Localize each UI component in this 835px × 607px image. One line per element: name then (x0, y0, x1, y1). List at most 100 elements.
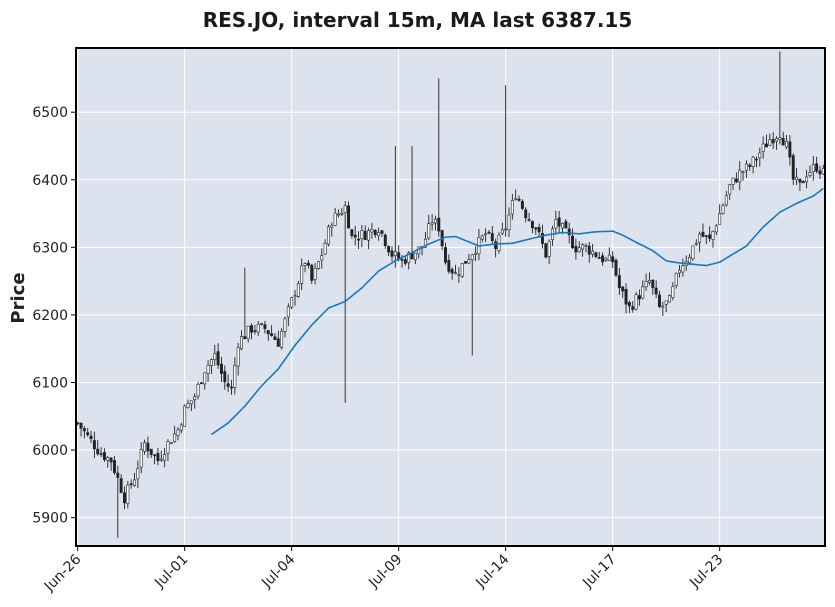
candle-body (82, 428, 86, 432)
candle-body (320, 255, 324, 261)
candle-body (654, 287, 658, 295)
candle-body (403, 259, 407, 264)
y-tick-label: 5900 (32, 511, 68, 527)
candle-body (243, 336, 247, 340)
candle-body (544, 243, 548, 258)
candle-body (183, 405, 187, 427)
candle-body (711, 231, 715, 240)
candle-body (370, 228, 374, 233)
candle-body (681, 265, 685, 273)
candle-body (571, 235, 575, 249)
candle-body (343, 205, 347, 213)
candle-body (738, 169, 742, 183)
candle-body (133, 479, 136, 486)
candle-body (808, 172, 812, 176)
candle-body (300, 265, 304, 284)
candle-body (99, 453, 103, 455)
candle-body (179, 424, 183, 431)
candle-body (490, 233, 494, 242)
candle-body (487, 231, 491, 234)
candle-body (507, 214, 511, 231)
candle-body (260, 323, 264, 325)
candle-body (219, 363, 223, 374)
plot-frame (75, 47, 826, 547)
y-tick-label: 6400 (32, 173, 68, 189)
candle-body (674, 273, 678, 286)
y-tick-label: 6300 (32, 240, 68, 256)
candle-body (631, 306, 635, 310)
candle-body (621, 286, 625, 292)
candle-body (280, 331, 284, 348)
y-axis-ticks: 5900 6000 6100 6200 6300 6400 6500 (32, 105, 76, 527)
candle-body (367, 230, 371, 241)
candle-body (126, 484, 130, 504)
candle-body (688, 257, 692, 264)
candle-body (581, 244, 585, 250)
candle-body (765, 143, 768, 148)
candle-body (139, 449, 143, 468)
candle-body (106, 457, 110, 461)
candle-body (357, 238, 361, 241)
candle-body (510, 200, 514, 215)
candle-body (303, 263, 307, 266)
x-tick-label: Jul-04 (258, 551, 298, 591)
candle-body (199, 382, 203, 385)
candle-body (230, 386, 233, 389)
candle-body (731, 177, 735, 185)
candle-body (159, 458, 163, 461)
candle-body (270, 333, 274, 337)
candle-body (283, 318, 287, 332)
candle-body (614, 259, 618, 276)
y-tick-label: 6100 (32, 375, 68, 391)
candle-body (587, 245, 591, 255)
candle-body (296, 283, 300, 297)
candle-body (484, 233, 488, 236)
candle-body (530, 221, 534, 229)
candle-body (96, 448, 100, 455)
candle-body (437, 217, 441, 232)
candle-body (698, 233, 702, 243)
candle-body (721, 205, 725, 214)
candle-body (400, 259, 404, 261)
candle-body (460, 263, 464, 277)
candle-body (444, 247, 447, 263)
candle-body (791, 155, 795, 180)
candle-body (380, 230, 384, 234)
plot-area (76, 48, 825, 546)
candle-body (173, 433, 177, 442)
candle-body (527, 219, 531, 221)
candle-body (647, 280, 651, 283)
y-tick-label: 6000 (32, 443, 68, 459)
candle-body (584, 244, 588, 247)
candle-body (423, 238, 427, 248)
candle-body (273, 336, 277, 341)
candle-body (123, 492, 126, 504)
candle-body (785, 140, 789, 148)
candle-body (129, 483, 133, 485)
candle-body (286, 306, 290, 318)
candle-body (450, 269, 454, 274)
candle-body (390, 250, 394, 257)
candle-body (203, 372, 207, 385)
candle-body (577, 247, 581, 253)
candle-body (594, 252, 598, 257)
candle-body (323, 243, 327, 255)
candle-body (788, 141, 792, 158)
candle-body (704, 235, 708, 237)
candle-body (748, 164, 752, 168)
candle-body (574, 246, 578, 253)
candle-body (353, 234, 357, 238)
candle-body (326, 226, 330, 245)
candle-body (407, 252, 411, 263)
candle-body (333, 212, 337, 226)
candle-body (617, 275, 621, 289)
candle-body (604, 258, 608, 261)
candle-body (634, 294, 638, 310)
x-tick-label: Jul-14 (472, 551, 512, 591)
candle-body (664, 300, 668, 305)
candle-body (119, 478, 123, 493)
candle-body (567, 228, 571, 236)
candle-body (751, 156, 755, 167)
candle-body (393, 251, 397, 256)
candle-body (276, 338, 280, 347)
